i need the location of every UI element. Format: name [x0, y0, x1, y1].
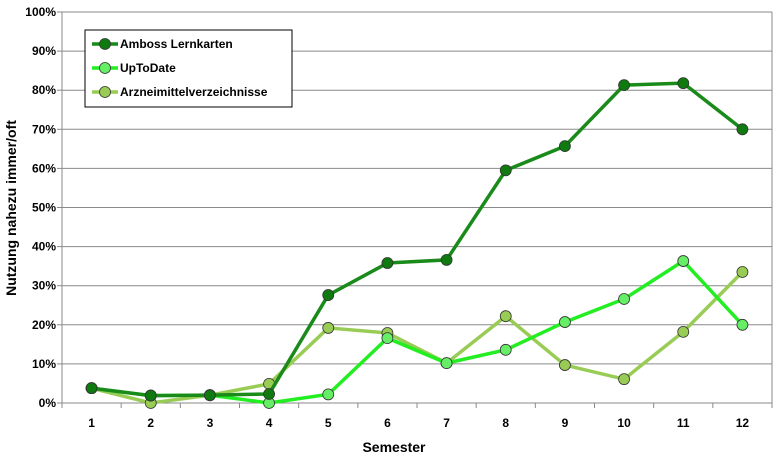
x-tick-label: 8: [502, 416, 509, 430]
y-tick-label: 80%: [32, 83, 56, 97]
data-point: [559, 140, 571, 153]
x-tick-label: 6: [384, 416, 391, 430]
y-tick-label: 40%: [32, 240, 56, 254]
series-lines: [85, 77, 749, 409]
data-point: [559, 316, 571, 328]
x-tick-label: 1: [88, 416, 95, 430]
x-tick-label: 3: [207, 416, 214, 430]
data-point: [499, 310, 512, 323]
legend-marker: [99, 86, 111, 98]
data-point: [322, 388, 335, 401]
y-tick-label: 10%: [32, 357, 56, 371]
legend: Amboss Lernkarten UpToDate Arzneimittelver…: [84, 29, 293, 108]
data-point: [85, 382, 98, 395]
x-axis-label: Semester: [362, 439, 426, 455]
data-point: [440, 357, 453, 370]
data-point: [381, 257, 394, 269]
x-tick-label: 12: [736, 416, 750, 430]
data-point: [736, 123, 749, 136]
legend-label: Arzneimittelverzeichnisse: [120, 85, 268, 99]
y-tick-label: 0%: [39, 396, 57, 410]
series-1: [85, 255, 749, 409]
data-point: [677, 255, 690, 267]
data-point: [204, 389, 216, 402]
y-tick-label: 50%: [32, 201, 56, 215]
x-tick-label: 4: [266, 416, 273, 430]
data-point: [322, 289, 335, 301]
legend-label: Amboss Lernkarten: [120, 37, 233, 51]
series-2: [85, 266, 749, 409]
data-point: [381, 332, 394, 344]
data-point: [559, 359, 571, 371]
x-tick-label: 11: [677, 416, 690, 430]
data-point: [618, 79, 630, 92]
data-point: [618, 373, 630, 386]
y-axis-ticks: 0% 10% 20% 30% 40% 50% 60% 70% 80% 90% 100%: [25, 5, 56, 410]
x-tick-label: 2: [147, 416, 154, 430]
legend-marker: [99, 62, 111, 74]
legend-box: [84, 29, 293, 108]
data-point: [736, 266, 749, 278]
y-tick-label: 100%: [25, 5, 56, 19]
series-line: [91, 258, 744, 405]
x-tick-label: 5: [325, 416, 332, 430]
data-point: [499, 343, 512, 356]
series-0: [85, 77, 749, 402]
y-tick-label: 70%: [32, 122, 56, 136]
x-tick-label: 7: [443, 416, 450, 430]
data-point: [499, 164, 512, 177]
legend-marker: [99, 38, 111, 50]
series-line: [91, 81, 744, 398]
series-line: [91, 270, 744, 405]
data-point: [440, 253, 453, 266]
data-point: [263, 388, 275, 400]
y-tick-label: 60%: [32, 161, 56, 175]
y-tick-label: 20%: [32, 318, 56, 332]
x-tick-label: 9: [562, 416, 569, 430]
legend-label: UpToDate: [120, 61, 176, 75]
data-point: [677, 325, 690, 338]
y-tick-label: 90%: [32, 44, 56, 58]
y-axis-label: Nutzung nahezu immer/oft: [3, 120, 19, 296]
x-axis-ticks: 1 2 3 4 5 6 7 8 9 10 11 12: [88, 416, 749, 430]
data-point: [322, 322, 335, 334]
data-point: [144, 389, 157, 402]
y-tick-label: 30%: [32, 279, 56, 293]
x-tick-label: 10: [617, 416, 631, 430]
data-point: [677, 77, 690, 90]
data-point: [736, 318, 749, 331]
data-point: [618, 293, 630, 305]
